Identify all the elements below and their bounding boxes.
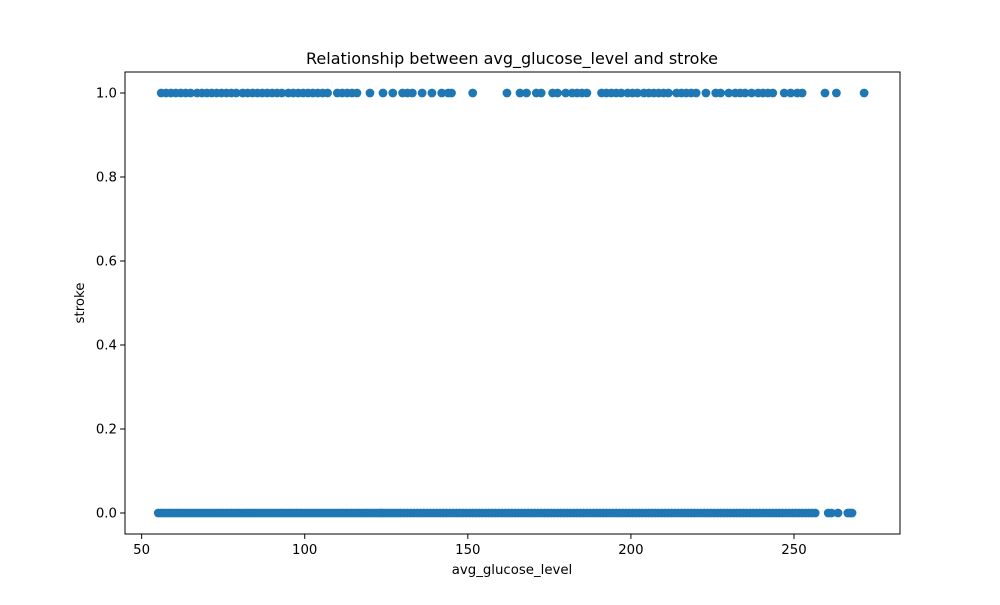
scatter-point xyxy=(553,88,562,98)
scatter-point xyxy=(407,88,417,98)
scatter-point xyxy=(827,508,836,518)
y-tick-label: 0.8 xyxy=(96,171,117,186)
scatter-point xyxy=(417,88,427,98)
x-tick-label: 150 xyxy=(455,543,480,558)
scatter-point xyxy=(388,88,398,98)
scatter-point xyxy=(820,88,830,98)
points-layer xyxy=(153,88,869,518)
scatter-point xyxy=(536,88,546,98)
scatter-point xyxy=(352,88,362,98)
x-tick-label: 100 xyxy=(292,543,317,558)
scatter-point xyxy=(231,88,241,98)
scatter-point xyxy=(786,88,796,98)
x-tick-label: 200 xyxy=(618,543,643,558)
scatter-point xyxy=(810,508,820,518)
plot-frame xyxy=(124,71,901,535)
scatter-point xyxy=(323,88,332,98)
x-axis-ticks: 50 100 150 200 250 xyxy=(133,534,807,558)
scatter-point xyxy=(859,88,869,98)
scatter-point xyxy=(833,508,843,518)
scatter-point xyxy=(768,88,778,98)
scatter-point xyxy=(701,88,711,98)
scatter-point xyxy=(277,88,287,98)
scatter-point xyxy=(468,88,478,98)
scatter-point xyxy=(724,88,734,98)
scatter-point xyxy=(832,88,841,98)
x-tick-label: 250 xyxy=(781,543,806,558)
scatter-point xyxy=(427,88,437,98)
scatter-point xyxy=(186,88,195,98)
chart-title: Relationship between avg_glucose_level a… xyxy=(306,49,718,69)
scatter-point xyxy=(437,88,447,98)
scatter-point xyxy=(779,88,789,98)
scatter-point xyxy=(582,88,592,98)
y-axis-label: stroke xyxy=(73,283,88,324)
x-tick-label: 50 xyxy=(133,543,150,558)
y-tick-label: 0.4 xyxy=(96,339,117,354)
scatter-point xyxy=(365,88,375,98)
scatter-point xyxy=(716,88,725,98)
scatter-point xyxy=(378,88,388,98)
scatter-point xyxy=(502,88,512,98)
scatter-point xyxy=(691,88,701,98)
scatter-point xyxy=(561,88,571,98)
y-tick-label: 0.6 xyxy=(96,255,117,270)
scatter-point xyxy=(515,88,525,98)
scatter-point xyxy=(616,88,626,98)
scatter-point xyxy=(633,88,642,98)
scatter-point xyxy=(664,88,673,98)
scatter-point xyxy=(740,88,750,98)
y-tick-label: 0.0 xyxy=(96,507,117,522)
y-tick-label: 0.2 xyxy=(96,423,117,438)
scatter-point xyxy=(847,508,857,518)
x-axis-label: avg_glucose_level xyxy=(452,563,573,578)
y-tick-label: 1.0 xyxy=(96,87,117,102)
y-axis-ticks: 0.0 0.2 0.4 0.6 0.8 1.0 xyxy=(96,87,125,522)
scatter-point xyxy=(797,88,807,98)
scatter-point xyxy=(747,88,756,98)
scatter-point xyxy=(447,88,456,98)
scatter-point xyxy=(522,88,531,98)
